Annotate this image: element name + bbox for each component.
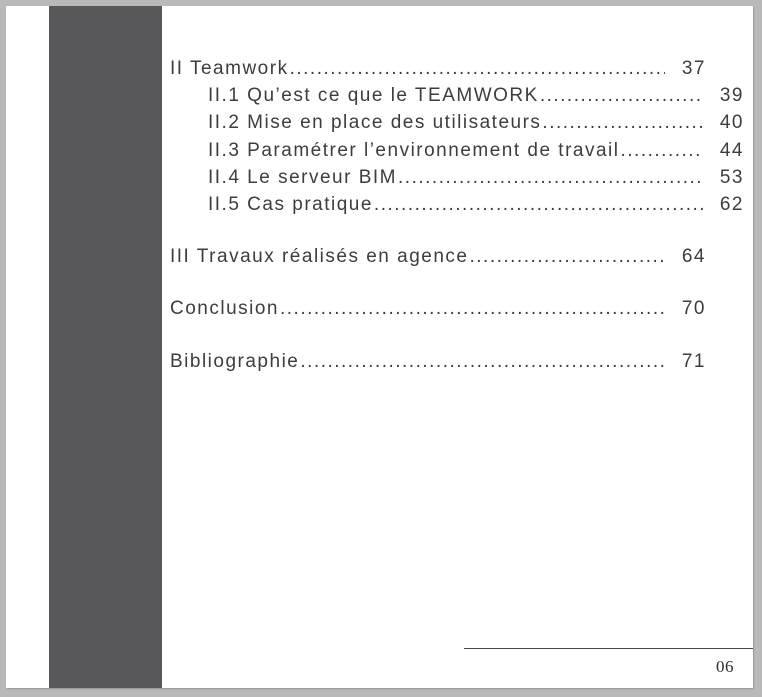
toc-entry-page: 70 [681,298,706,320]
toc-dot-leader: ........................................… [398,166,703,188]
toc-entry-label: III Travaux réalisés en agence [170,246,469,268]
toc-entry-label: II.5 Cas pratique [208,194,373,216]
toc-dot-leader: ........................................… [620,139,704,161]
toc-entry: II.4 Le serveur BIM ....................… [170,164,744,191]
toc-dot-leader: ........................................… [280,298,665,320]
document-page: II Teamwork ............................… [6,6,753,688]
toc-entry-label: Bibliographie [170,350,300,372]
toc-entry-page: 37 [681,58,706,79]
toc-entry: III Travaux réalisés en agence .........… [170,243,706,270]
toc-entry: II.2 Mise en place des utilisateurs ....… [170,109,744,136]
toc-dot-leader: ........................................… [542,112,703,134]
toc-entry: Bibliographie ..........................… [170,348,706,375]
table-of-contents: II Teamwork ............................… [170,55,743,375]
toc-dot-leader: ........................................… [469,246,665,268]
toc-entry: Conclusion .............................… [170,295,706,322]
toc-entry: II.3 Paramétrer l’environnement de trava… [170,137,744,164]
toc-dot-leader: ........................................… [539,85,703,107]
toc-entry-page: 40 [719,112,744,134]
toc-entry-label: II Teamwork [170,58,289,79]
footer-rule [464,648,753,649]
toc-entry: II Teamwork ............................… [170,55,706,82]
toc-entry-page: 53 [719,166,744,188]
toc-entry-page: 71 [681,350,706,372]
toc-entry-page: 62 [719,194,744,216]
toc-dot-leader: ........................................… [289,58,665,79]
toc-entry-page: 39 [719,85,744,107]
toc-entry-page: 64 [681,246,706,268]
toc-dot-leader: ........................................… [300,350,665,372]
page-number: 06 [716,657,734,676]
toc-entry-label: II.3 Paramétrer l’environnement de trava… [208,139,620,161]
left-margin-accent-band [49,6,162,688]
toc-entry-label: II.1 Qu’est ce que le TEAMWORK [208,85,539,107]
toc-entry-label: II.2 Mise en place des utilisateurs [208,112,542,134]
toc-entry-label: Conclusion [170,298,279,320]
toc-entry-page: 44 [719,139,744,161]
toc-dot-leader: ........................................… [373,194,703,216]
toc-entry: II.5 Cas pratique ......................… [170,191,744,218]
toc-entry: II.1 Qu’est ce que le TEAMWORK .........… [170,82,744,109]
toc-entry-label: II.4 Le serveur BIM [208,166,398,188]
